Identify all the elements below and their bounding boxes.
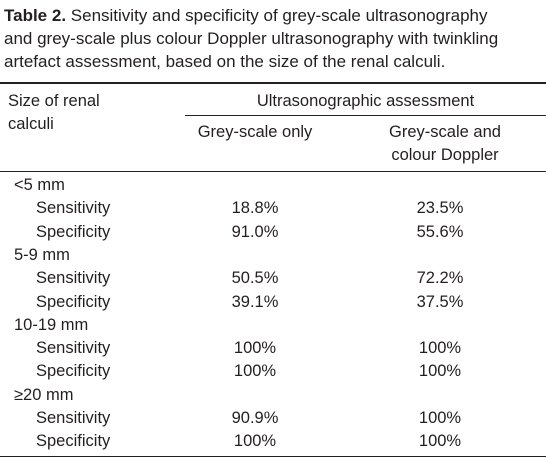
cell: 72.2% <box>416 269 464 288</box>
cell: 18.8% <box>231 199 279 218</box>
group-label: <5 mm <box>14 176 65 194</box>
row-label: Sensitivity <box>36 409 111 427</box>
cell: 91.0% <box>231 222 279 241</box>
group-label: 5-9 mm <box>14 245 70 264</box>
cell: 100% <box>233 362 277 381</box>
cell: 100% <box>233 339 277 358</box>
header-column: Grey-scale and colour Doppler <box>389 123 501 164</box>
row-label: Sensitivity <box>36 199 111 218</box>
cell: 55.6% <box>416 222 464 241</box>
group-rule <box>185 115 546 116</box>
caption-line: Sensitivity and specificity of grey-scal… <box>70 6 488 25</box>
cell: 100% <box>233 432 277 451</box>
row-label: Specificity <box>36 292 111 311</box>
row-label: Specificity <box>36 222 111 241</box>
caption-label: Table 2. <box>4 6 67 25</box>
cell: 100% <box>418 409 462 427</box>
header-group: Ultrasonographic assessment <box>256 92 475 110</box>
caption: Table 2. Sensitivity and specificity of … <box>4 4 487 27</box>
bottom-rule <box>0 456 546 457</box>
row-label: Specificity <box>36 432 111 451</box>
cell: 100% <box>418 339 462 358</box>
header-size: Size of renal calculi <box>8 92 100 133</box>
caption-line: artefact assessment, based on the size o… <box>4 52 446 71</box>
header-column: Grey-scale only <box>197 123 313 141</box>
header-rule <box>0 171 546 172</box>
group-label: ≥20 mm <box>14 385 74 404</box>
cell: 100% <box>418 432 462 451</box>
caption-line: and grey-scale plus colour Doppler ultra… <box>4 29 499 48</box>
cell: 39.1% <box>231 292 279 311</box>
cell: 90.9% <box>231 409 279 427</box>
top-rule <box>0 82 546 84</box>
row-label: Sensitivity <box>36 269 111 288</box>
cell: 50.5% <box>231 269 279 288</box>
cell: 37.5% <box>416 292 464 311</box>
cell: 23.5% <box>416 199 464 218</box>
group-label: 10-19 mm <box>14 315 89 334</box>
row-label: Sensitivity <box>36 339 111 358</box>
row-label: Specificity <box>36 362 111 381</box>
cell: 100% <box>418 362 462 381</box>
